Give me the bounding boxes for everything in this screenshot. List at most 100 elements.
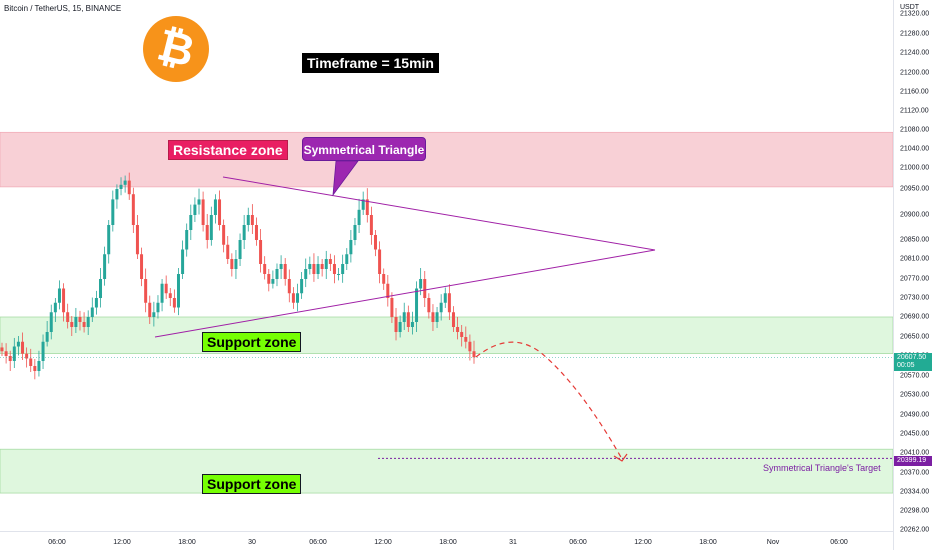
candle-body — [226, 244, 230, 259]
price-tick: 21000.00 — [900, 164, 930, 172]
candle-body — [140, 254, 144, 279]
candle-body — [148, 302, 152, 317]
candle-body — [185, 230, 189, 250]
candle-body — [242, 225, 246, 240]
candle-body — [431, 312, 435, 322]
candle-body — [74, 317, 78, 327]
price-tick: 20530.00 — [900, 391, 930, 399]
price-tick: 21080.00 — [900, 126, 930, 134]
resistance-zone-label: Resistance zone — [168, 140, 288, 160]
time-tick: 06:00 — [48, 539, 66, 546]
candle-body — [21, 341, 25, 354]
price-tick: 20370.00 — [900, 469, 930, 477]
candle-body — [86, 317, 90, 327]
axis-unit-label: USDT — [900, 4, 920, 11]
candle-body — [234, 259, 238, 269]
candle-body — [135, 225, 139, 255]
candle-body — [443, 293, 447, 303]
candle-body — [308, 264, 312, 269]
candle-body — [460, 332, 464, 337]
candle-body — [423, 279, 427, 298]
candle-body — [439, 302, 443, 313]
target-price-badge: 20399.19 — [894, 456, 932, 466]
candle-body — [300, 279, 304, 294]
time-axis[interactable]: 06:00 12:00 18:00 30 06:00 12:00 18:00 31 06:00 1… — [0, 531, 893, 551]
price-tick: 20298.00 — [900, 507, 930, 515]
candle-body — [33, 366, 37, 371]
candle-body — [390, 298, 394, 317]
candle-body — [341, 264, 345, 274]
support-zone-label-2: Support zone — [202, 474, 302, 494]
candle-body — [464, 337, 468, 342]
price-tick: 21320.00 — [900, 10, 930, 18]
callout-pointer — [332, 160, 359, 197]
candle-body — [172, 298, 176, 308]
candle-body — [181, 249, 185, 274]
candle-body — [378, 249, 382, 274]
candle-body — [275, 269, 279, 279]
candle-body — [29, 358, 33, 366]
candle-body — [37, 361, 41, 371]
time-tick: 12:00 — [634, 539, 652, 546]
candle-body — [123, 180, 127, 185]
candle-body — [349, 240, 353, 255]
projection-arrowhead — [613, 453, 628, 462]
candle-body — [365, 199, 369, 215]
price-tick: 21120.00 — [900, 107, 929, 115]
price-tick: 20410.00 — [900, 449, 930, 457]
triangle-lower-line — [154, 249, 656, 338]
candle-body — [472, 351, 476, 358]
price-tick: 20730.00 — [900, 294, 930, 302]
candle-body — [41, 341, 45, 361]
price-tick: 20650.00 — [900, 333, 930, 341]
candle-body — [238, 240, 242, 259]
time-tick: 06:00 — [830, 539, 848, 546]
candle-body — [201, 199, 205, 225]
time-tick: 18:00 — [439, 539, 457, 546]
price-tick: 20450.00 — [900, 430, 930, 438]
price-tick: 20334.00 — [900, 488, 930, 496]
candle-body — [263, 264, 267, 274]
candle-body — [357, 209, 361, 225]
projection-path — [475, 341, 623, 460]
price-tick: 20262.00 — [900, 526, 930, 534]
candle-body — [127, 180, 131, 195]
candle-body — [332, 264, 336, 274]
candle-body — [361, 199, 365, 210]
candle-body — [406, 312, 410, 327]
candle-body — [131, 194, 135, 225]
price-tick: 20850.00 — [900, 236, 930, 244]
candle-body — [435, 312, 439, 322]
candle-body — [451, 312, 455, 327]
candle-body — [103, 254, 107, 279]
candle-body — [156, 302, 160, 313]
candle-body — [402, 312, 406, 322]
candle-body — [218, 199, 222, 225]
candle-body — [427, 298, 431, 313]
candle-body — [99, 279, 103, 298]
resistance-zone — [0, 131, 894, 188]
candle-body — [382, 274, 386, 284]
candle-body — [312, 264, 316, 274]
candle-body — [111, 199, 115, 225]
candle-body — [353, 225, 357, 240]
candle-body — [398, 322, 402, 332]
support-zone-2 — [0, 448, 894, 494]
candle-body — [82, 322, 86, 327]
candle-body — [369, 215, 373, 235]
candle-body — [8, 356, 12, 361]
time-tick: 31 — [509, 539, 517, 546]
candle-body — [250, 215, 254, 225]
candle-body — [296, 293, 300, 303]
price-tick: 21200.00 — [900, 69, 930, 77]
price-tick: 20810.00 — [900, 255, 930, 263]
candle-body — [0, 347, 4, 352]
time-tick: 06:00 — [569, 539, 587, 546]
candle-body — [107, 225, 111, 255]
price-axis[interactable]: USDT 21320.00 21280.00 21240.00 21200.00 211… — [893, 0, 932, 550]
time-tick: 12:00 — [374, 539, 392, 546]
candle-body — [12, 346, 16, 361]
price-tick: 21280.00 — [900, 30, 930, 38]
time-tick: 06:00 — [309, 539, 327, 546]
